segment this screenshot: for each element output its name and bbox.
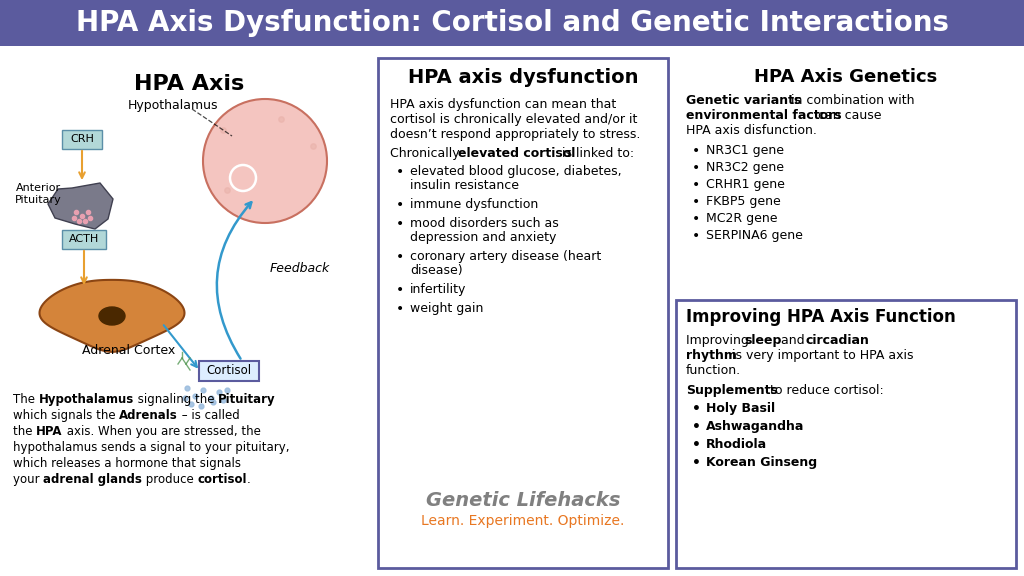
Polygon shape — [40, 280, 184, 352]
Text: to reduce cortisol:: to reduce cortisol: — [766, 384, 884, 397]
Text: doesn’t respond appropriately to stress.: doesn’t respond appropriately to stress. — [390, 128, 640, 141]
Text: circadian: circadian — [805, 334, 869, 347]
Text: .: . — [247, 473, 251, 486]
Text: weight gain: weight gain — [410, 302, 483, 315]
Text: •: • — [692, 212, 700, 226]
FancyBboxPatch shape — [62, 230, 106, 249]
Text: Improving: Improving — [686, 334, 753, 347]
Text: HPA axis dysfunction can mean that: HPA axis dysfunction can mean that — [390, 98, 616, 111]
Text: •: • — [396, 250, 404, 264]
Text: FKBP5 gene: FKBP5 gene — [706, 195, 780, 208]
Text: •: • — [396, 217, 404, 231]
Text: environmental factors: environmental factors — [686, 109, 842, 122]
Text: Genetic Lifehacks: Genetic Lifehacks — [426, 491, 621, 510]
Text: produce: produce — [142, 473, 198, 486]
Text: in combination with: in combination with — [787, 94, 914, 107]
Text: is very important to HPA axis: is very important to HPA axis — [728, 349, 913, 362]
Text: and: and — [777, 334, 809, 347]
Text: •: • — [692, 161, 700, 175]
Text: •: • — [692, 456, 700, 470]
Text: can cause: can cause — [814, 109, 882, 122]
Text: HPA axis dysfunction: HPA axis dysfunction — [408, 68, 638, 87]
Text: •: • — [692, 195, 700, 209]
Text: •: • — [396, 198, 404, 212]
FancyBboxPatch shape — [199, 361, 259, 381]
Text: Hypothalamus: Hypothalamus — [39, 393, 134, 406]
Text: Improving HPA Axis Function: Improving HPA Axis Function — [686, 308, 955, 326]
Text: your: your — [13, 473, 43, 486]
Polygon shape — [48, 183, 113, 229]
Text: sleep: sleep — [744, 334, 781, 347]
Text: adrenal glands: adrenal glands — [43, 473, 142, 486]
Text: •: • — [396, 283, 404, 297]
Ellipse shape — [99, 307, 125, 325]
Circle shape — [203, 99, 327, 223]
Text: Anterior
Pituitary: Anterior Pituitary — [14, 183, 61, 205]
Text: rhythm: rhythm — [686, 349, 737, 362]
Text: is linked to:: is linked to: — [558, 147, 634, 160]
Text: Rhodiola: Rhodiola — [706, 438, 767, 451]
Text: HPA: HPA — [36, 425, 62, 438]
Text: The: The — [13, 393, 39, 406]
Text: •: • — [692, 402, 700, 416]
Text: axis. When you are stressed, the: axis. When you are stressed, the — [62, 425, 261, 438]
Text: coronary artery disease (heart: coronary artery disease (heart — [410, 250, 601, 263]
Text: •: • — [692, 438, 700, 452]
Text: elevated blood glucose, diabetes,: elevated blood glucose, diabetes, — [410, 165, 622, 178]
Text: Pituitary: Pituitary — [218, 393, 275, 406]
Text: hypothalamus sends a signal to your pituitary,: hypothalamus sends a signal to your pitu… — [13, 441, 290, 454]
Text: •: • — [692, 420, 700, 434]
Text: HPA Axis: HPA Axis — [134, 74, 244, 94]
Text: Genetic variants: Genetic variants — [686, 94, 802, 107]
Text: •: • — [692, 229, 700, 243]
Text: Korean Ginseng: Korean Ginseng — [706, 456, 817, 469]
Text: •: • — [692, 144, 700, 158]
Text: mood disorders such as: mood disorders such as — [410, 217, 559, 230]
Text: Ashwagandha: Ashwagandha — [706, 420, 805, 433]
Text: CRHR1 gene: CRHR1 gene — [706, 178, 784, 191]
Text: HPA Axis Dysfunction: Cortisol and Genetic Interactions: HPA Axis Dysfunction: Cortisol and Genet… — [76, 9, 948, 37]
Text: CRH: CRH — [70, 135, 94, 145]
Text: infertility: infertility — [410, 283, 466, 296]
FancyBboxPatch shape — [676, 300, 1016, 568]
Text: •: • — [396, 165, 404, 179]
Text: NR3C1 gene: NR3C1 gene — [706, 144, 784, 157]
Text: HPA axis disfunction.: HPA axis disfunction. — [686, 124, 817, 137]
Text: Holy Basil: Holy Basil — [706, 402, 775, 415]
Text: immune dysfunction: immune dysfunction — [410, 198, 539, 211]
Text: depression and anxiety: depression and anxiety — [410, 231, 556, 244]
Text: Chronically: Chronically — [390, 147, 464, 160]
Text: Adrenals: Adrenals — [120, 409, 178, 422]
FancyBboxPatch shape — [62, 130, 102, 149]
Text: disease): disease) — [410, 264, 463, 277]
Text: – is called: – is called — [178, 409, 240, 422]
Text: SERPINA6 gene: SERPINA6 gene — [706, 229, 803, 242]
Text: Adrenal Cortex: Adrenal Cortex — [82, 344, 175, 358]
Text: Supplements: Supplements — [686, 384, 778, 397]
Text: which releases a hormone that signals: which releases a hormone that signals — [13, 457, 241, 470]
Text: the: the — [13, 425, 36, 438]
Text: MC2R gene: MC2R gene — [706, 212, 777, 225]
Text: signaling the: signaling the — [134, 393, 218, 406]
Text: insulin resistance: insulin resistance — [410, 179, 519, 192]
Text: Learn. Experiment. Optimize.: Learn. Experiment. Optimize. — [421, 514, 625, 528]
Text: ACTH: ACTH — [69, 234, 99, 244]
Text: Hypothalamus: Hypothalamus — [128, 100, 218, 112]
Text: which signals the: which signals the — [13, 409, 120, 422]
Text: cortisol: cortisol — [198, 473, 247, 486]
FancyBboxPatch shape — [378, 58, 668, 568]
Text: •: • — [692, 178, 700, 192]
Text: elevated cortisol: elevated cortisol — [458, 147, 575, 160]
Text: NR3C2 gene: NR3C2 gene — [706, 161, 784, 174]
Text: Cortisol: Cortisol — [207, 365, 252, 377]
Text: Feedback: Feedback — [270, 262, 330, 275]
Text: function.: function. — [686, 364, 741, 377]
Text: HPA Axis Genetics: HPA Axis Genetics — [755, 68, 938, 86]
FancyBboxPatch shape — [0, 0, 1024, 46]
Text: cortisol is chronically elevated and/or it: cortisol is chronically elevated and/or … — [390, 113, 637, 126]
Text: •: • — [396, 302, 404, 316]
